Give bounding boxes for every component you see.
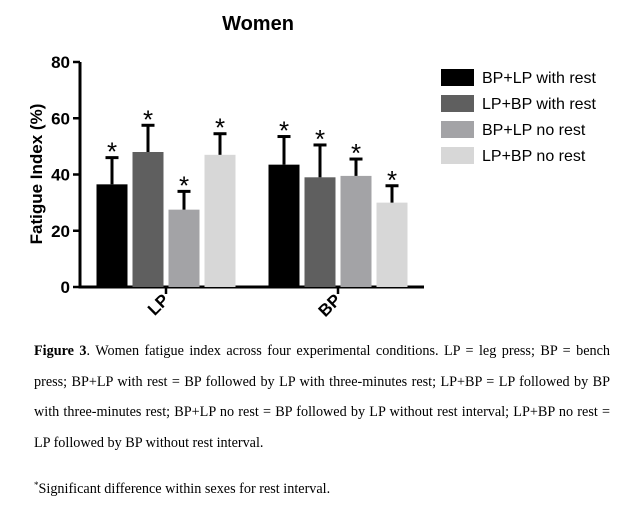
y-axis-label: Fatigue Index (%) <box>27 104 46 245</box>
bar <box>132 152 164 287</box>
footnote: *Significant difference within sexes for… <box>34 480 610 498</box>
legend-label: BP+LP no rest <box>482 122 586 139</box>
bar <box>204 154 236 287</box>
y-tick-label: 60 <box>51 109 70 128</box>
significance-marker: * <box>143 104 153 134</box>
significance-marker: * <box>179 170 189 200</box>
legend-swatch <box>441 69 474 86</box>
y-tick-label: 0 <box>61 278 70 297</box>
chart-title: Women <box>222 13 294 35</box>
significance-marker: * <box>351 138 361 168</box>
caption-label: Figure 3 <box>34 343 87 359</box>
bar <box>340 175 372 287</box>
y-tick-label: 40 <box>51 166 70 185</box>
legend-label: LP+BP no rest <box>482 148 586 165</box>
bar <box>168 209 200 287</box>
bar <box>96 184 128 287</box>
legend-swatch <box>441 95 474 112</box>
figure-caption: Figure 3. Women fatigue index across fou… <box>34 336 610 458</box>
significance-marker: * <box>315 124 325 154</box>
bar <box>376 202 408 287</box>
x-tick-label: BP <box>315 290 345 320</box>
footnote-text: Significant difference within sexes for … <box>38 481 331 497</box>
y-tick-label: 80 <box>51 53 70 72</box>
legend-label: BP+LP with rest <box>482 70 597 87</box>
y-tick-label: 20 <box>51 222 70 241</box>
significance-marker: * <box>215 113 225 143</box>
x-tick-label: LP <box>144 290 173 319</box>
bars-group: * * * * * * * * <box>96 104 408 287</box>
legend-label: LP+BP with rest <box>482 96 597 113</box>
footnote-marker: * <box>34 480 39 490</box>
significance-marker: * <box>387 165 397 195</box>
legend-swatch <box>441 121 474 138</box>
legend-swatch <box>441 147 474 164</box>
legend: BP+LP with rest LP+BP with rest BP+LP no r… <box>441 69 597 165</box>
significance-marker: * <box>107 137 117 167</box>
caption-text: . Women fatigue index across four experi… <box>34 343 610 451</box>
significance-marker: * <box>279 116 289 146</box>
bar <box>268 164 300 287</box>
bar <box>304 177 336 287</box>
